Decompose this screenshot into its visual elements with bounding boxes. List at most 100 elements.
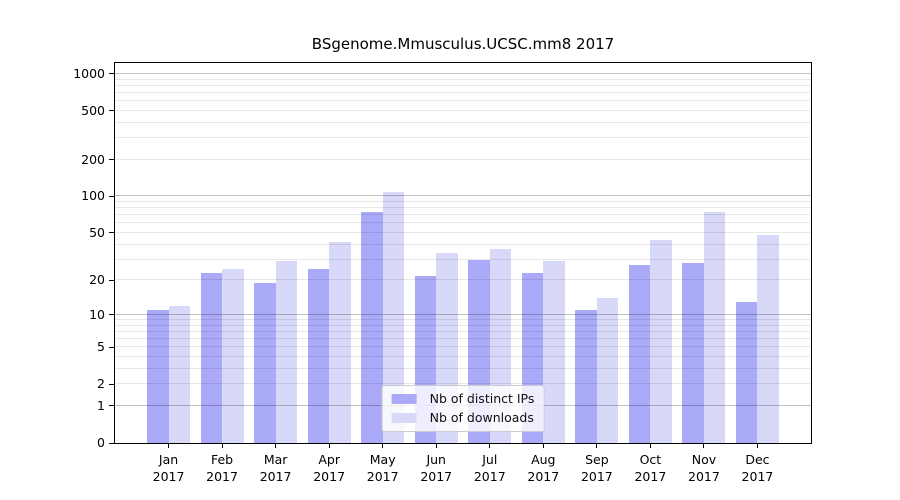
x-tick-label: Apr 2017 bbox=[297, 451, 361, 485]
y-tick-label: 200 bbox=[81, 151, 105, 167]
x-tick-month: Dec bbox=[745, 452, 770, 467]
x-tick-label: Jul 2017 bbox=[458, 451, 522, 485]
bar-distinct-ips bbox=[575, 310, 597, 443]
x-tick-year: 2017 bbox=[313, 469, 346, 484]
gridline-minor bbox=[115, 91, 811, 93]
bar-distinct-ips bbox=[200, 273, 223, 443]
y-tick-label: 100 bbox=[81, 188, 105, 204]
gridline-minor bbox=[115, 158, 811, 160]
y-tick-label: 50 bbox=[89, 224, 105, 240]
x-tick-mark bbox=[489, 444, 491, 448]
y-tick-mark bbox=[109, 159, 114, 161]
gridline-minor bbox=[115, 78, 811, 80]
x-tick-label: Dec 2017 bbox=[725, 451, 789, 485]
x-tick-mark bbox=[328, 444, 330, 448]
y-tick-mark bbox=[109, 195, 114, 197]
legend: Nb of distinct IPs Nb of downloads bbox=[381, 385, 545, 432]
x-tick-month: Aug bbox=[531, 452, 556, 467]
bar-distinct-ips bbox=[682, 263, 704, 443]
bar-downloads bbox=[275, 261, 298, 443]
bar-downloads bbox=[222, 268, 244, 443]
legend-item: Nb of downloads bbox=[391, 410, 535, 425]
x-tick-year: 2017 bbox=[688, 469, 720, 484]
y-tick-mark bbox=[109, 346, 114, 348]
legend-swatch-downloads bbox=[391, 412, 417, 423]
gridline-major bbox=[115, 195, 811, 197]
x-tick-mark bbox=[649, 444, 651, 448]
y-tick-mark bbox=[109, 73, 114, 75]
gridline-minor bbox=[115, 207, 811, 209]
x-tick-label: Nov 2017 bbox=[672, 451, 736, 485]
y-tick-label: 10 bbox=[89, 306, 105, 322]
bar-downloads bbox=[650, 239, 672, 443]
gridline-major bbox=[115, 72, 811, 74]
x-tick-month: Sep bbox=[585, 452, 609, 467]
bar-downloads bbox=[168, 306, 191, 443]
bar-distinct-ips bbox=[147, 310, 169, 443]
x-tick-label: Oct 2017 bbox=[618, 451, 682, 485]
x-tick-label: Feb 2017 bbox=[190, 451, 254, 485]
plot-area: Nb of distinct IPs Nb of downloads bbox=[114, 62, 812, 444]
gridline-minor bbox=[115, 109, 811, 111]
x-tick-mark bbox=[382, 444, 384, 448]
x-tick-month: May bbox=[369, 452, 396, 467]
y-tick-label: 2 bbox=[97, 376, 105, 392]
bar-distinct-ips bbox=[254, 282, 276, 443]
y-tick-mark bbox=[109, 405, 114, 407]
x-tick-year: 2017 bbox=[366, 469, 399, 484]
gridline-minor bbox=[115, 84, 811, 86]
y-tick-mark bbox=[109, 110, 114, 112]
bar-distinct-ips bbox=[361, 211, 383, 443]
x-tick-month: Mar bbox=[263, 452, 288, 467]
legend-label: Nb of downloads bbox=[429, 410, 534, 425]
y-tick-label: 20 bbox=[89, 272, 105, 288]
bar-downloads bbox=[757, 235, 779, 443]
y-tick-label: 1000 bbox=[73, 65, 105, 81]
gridline-minor bbox=[115, 201, 811, 203]
legend-swatch-ips bbox=[391, 393, 417, 404]
x-tick-label: Aug 2017 bbox=[511, 451, 575, 485]
y-tick-label: 0 bbox=[97, 435, 105, 450]
x-tick-year: 2017 bbox=[634, 469, 667, 484]
bar-downloads bbox=[543, 261, 565, 443]
x-tick-month: Apr bbox=[318, 452, 340, 467]
x-tick-month: Jan bbox=[158, 452, 179, 467]
bar-distinct-ips bbox=[307, 268, 330, 443]
y-tick-label: 5 bbox=[97, 339, 105, 355]
bar-downloads bbox=[382, 192, 405, 443]
x-tick-label: Jan 2017 bbox=[137, 451, 201, 485]
x-tick-mark bbox=[435, 444, 437, 448]
y-tick-mark bbox=[109, 314, 114, 316]
y-tick-mark bbox=[109, 442, 114, 444]
x-tick-year: 2017 bbox=[527, 469, 560, 484]
x-tick-mark bbox=[221, 444, 223, 448]
legend-label: Nb of distinct IPs bbox=[429, 391, 535, 406]
x-tick-mark bbox=[168, 444, 170, 448]
x-tick-month: Oct bbox=[639, 452, 662, 467]
bar-distinct-ips bbox=[628, 265, 651, 443]
x-tick-label: Mar 2017 bbox=[244, 451, 308, 485]
gridline-minor bbox=[115, 121, 811, 123]
bar-downloads bbox=[703, 211, 726, 443]
x-tick-year: 2017 bbox=[580, 469, 613, 484]
bar-downloads bbox=[329, 242, 351, 443]
x-tick-year: 2017 bbox=[206, 469, 238, 484]
x-tick-label: Jun 2017 bbox=[404, 451, 468, 485]
y-tick-label: 500 bbox=[81, 102, 105, 118]
y-tick-mark bbox=[109, 383, 114, 385]
x-tick-label: Sep 2017 bbox=[565, 451, 629, 485]
legend-item: Nb of distinct IPs bbox=[391, 391, 535, 406]
gridline-minor bbox=[115, 100, 811, 102]
x-tick-month: Feb bbox=[210, 452, 234, 467]
x-tick-mark bbox=[275, 444, 277, 448]
x-tick-year: 2017 bbox=[741, 469, 774, 484]
x-tick-month: Nov bbox=[691, 452, 717, 467]
x-tick-label: May 2017 bbox=[351, 451, 415, 485]
x-tick-year: 2017 bbox=[473, 469, 506, 484]
x-tick-mark bbox=[596, 444, 598, 448]
x-tick-month: Jun bbox=[426, 452, 446, 467]
y-tick-mark bbox=[109, 279, 114, 281]
x-tick-year: 2017 bbox=[420, 469, 453, 484]
bar-distinct-ips bbox=[735, 302, 758, 443]
